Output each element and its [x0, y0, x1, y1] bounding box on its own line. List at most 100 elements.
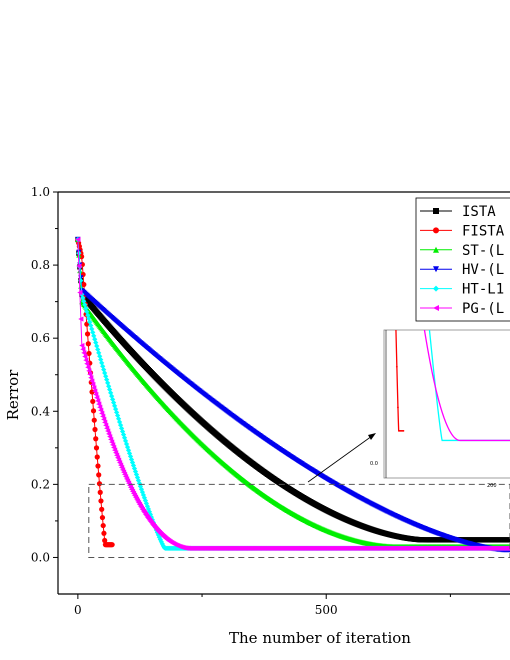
series-point [77, 289, 83, 296]
series-point [93, 391, 99, 398]
series-point [103, 373, 109, 379]
series-point [507, 547, 510, 550]
zoom-arrow [307, 435, 373, 483]
x-axis-ticks: 0 500 [74, 594, 451, 617]
inset-background [383, 329, 510, 479]
series-point [81, 350, 87, 356]
zoom-region-box [88, 483, 510, 558]
series-point [81, 281, 87, 288]
legend-marker [433, 305, 439, 311]
series-point [78, 316, 84, 322]
inset-series-point [394, 277, 396, 279]
y-tick-label: 0.6 [31, 331, 50, 345]
series-point [96, 401, 102, 407]
series-point [104, 377, 110, 383]
series-point [93, 445, 100, 451]
series-point [86, 368, 92, 374]
legend-label: HT-L1 [462, 282, 504, 298]
series-point [82, 302, 88, 308]
series-point [87, 371, 93, 377]
series-point [101, 416, 107, 423]
series-point [105, 428, 111, 434]
series-point [90, 381, 96, 388]
legend-marker [433, 208, 439, 214]
series-point [82, 353, 88, 360]
series-point [97, 353, 103, 359]
series-point [80, 346, 86, 352]
y-tick-label: 1.0 [31, 185, 50, 199]
series-point [85, 364, 91, 370]
inset-series-layer [385, 0, 510, 478]
series-point [129, 459, 136, 466]
inset-series-hv-l [386, 0, 510, 166]
series-point [106, 383, 112, 389]
series-point [84, 361, 90, 367]
series-point [101, 530, 107, 536]
series-point [81, 298, 87, 304]
series-point [94, 454, 100, 460]
inset-series-line [423, 330, 510, 442]
series-point [117, 422, 124, 428]
inset-series-point [393, 231, 395, 233]
series-point [90, 408, 97, 414]
series-point [95, 463, 101, 469]
legend-marker [433, 285, 439, 292]
series-point [103, 422, 109, 428]
x-tick-label: 0 [74, 603, 82, 617]
series-point [137, 483, 144, 489]
series-point [99, 514, 106, 521]
series-point [114, 409, 120, 415]
series-point [107, 434, 113, 440]
series-point [97, 404, 103, 410]
legend-label: HV-(L [462, 262, 504, 278]
series-point [141, 495, 148, 501]
legend-label: FISTA [462, 223, 505, 239]
inset-series-pg-l [423, 330, 510, 442]
series-point [99, 410, 105, 416]
series-point [116, 419, 123, 425]
legend-item: PG-(L [420, 301, 504, 317]
series-point [101, 367, 107, 373]
series-point [128, 456, 135, 463]
x-axis-title: The number of iteration [229, 629, 411, 647]
inset-series-line [386, 0, 510, 166]
x-tick-label: 500 [315, 603, 338, 617]
legend-item: HV-(L [420, 262, 504, 278]
series-point [84, 309, 90, 315]
series-point [93, 436, 99, 442]
series-layer [75, 236, 510, 553]
series-point [134, 474, 141, 481]
y-axis-ticks: 0.0 0.2 0.4 0.6 0.8 1.0 [31, 185, 58, 564]
series-point [100, 413, 106, 420]
series-point [91, 417, 97, 423]
series-point [86, 350, 92, 357]
series-point [145, 506, 151, 512]
series-point [92, 388, 98, 394]
series-point [90, 398, 96, 405]
legend-item: ST-(L [420, 243, 504, 259]
legend-item: FISTA [420, 223, 505, 239]
zoom-arrow-head [368, 433, 376, 440]
series-point [120, 432, 127, 438]
series-point [115, 412, 121, 419]
series-point [119, 428, 126, 435]
legend-marker [433, 246, 439, 253]
inset-series-point [397, 406, 399, 409]
legend-marker [433, 266, 439, 273]
series-point [123, 441, 130, 447]
series-point [97, 489, 103, 495]
series-point [102, 537, 108, 544]
inset-series-point [395, 365, 398, 368]
inset-series-fista [388, 37, 405, 432]
series-point [125, 447, 132, 453]
inset-series-point [392, 184, 394, 186]
legend-label: ST-(L [462, 243, 504, 259]
inset-series-point [395, 322, 397, 324]
legend-box [415, 197, 510, 322]
series-point [76, 263, 82, 269]
series-point [507, 537, 510, 543]
legend-item: ISTA [420, 204, 496, 220]
inset-series-point [388, 37, 390, 39]
series-point [158, 539, 164, 545]
series-point [92, 426, 98, 433]
